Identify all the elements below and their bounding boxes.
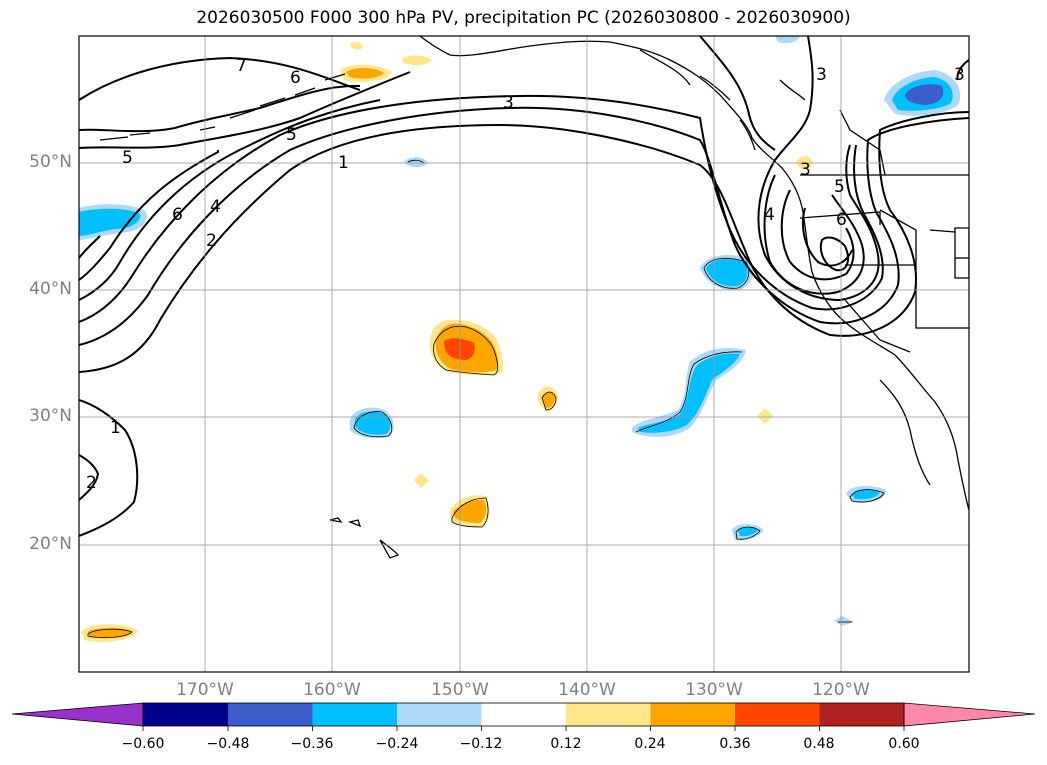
colorbar <box>11 702 1036 731</box>
contour-label: 2 <box>206 231 217 251</box>
lat-label-40n: 40°N <box>29 279 72 299</box>
contour-label: 4 <box>764 205 775 225</box>
pv-contour-labels: 7 6 5 5 6 4 2 3 1 1 2 3 3 5 4 6 3 <box>86 56 965 493</box>
colorbar-tick-label: −0.60 <box>121 736 165 752</box>
colorbar-extend-high <box>903 702 1036 727</box>
figure-title: 2026030500 F000 300 hPa PV, precipitatio… <box>196 8 851 28</box>
contour-label: 5 <box>834 177 845 197</box>
precip-negative-area <box>404 157 428 168</box>
contour-label: 3 <box>954 65 965 85</box>
precip-positive-area <box>453 499 487 523</box>
colorbar-bin <box>819 703 904 726</box>
colorbar-extend-low <box>11 702 144 727</box>
contour-label: 2 <box>86 473 97 493</box>
gridlines <box>79 36 969 672</box>
colorbar-bin <box>735 703 820 726</box>
precip-negative-area <box>775 36 800 44</box>
contour-label: 1 <box>110 418 121 438</box>
map-background <box>79 36 969 672</box>
lon-label-170w: 170°W <box>176 680 234 700</box>
colorbar-bin <box>312 703 397 726</box>
contour-label: 3 <box>503 93 514 113</box>
precip-negative-area <box>834 616 854 626</box>
colorbar-tick-label: −0.36 <box>290 736 334 752</box>
contour-label: 1 <box>338 153 349 173</box>
colorbar-bin <box>228 703 313 726</box>
contour-label: 3 <box>800 160 811 180</box>
contour-label: 6 <box>172 205 183 225</box>
colorbar-bin <box>650 703 735 726</box>
pv-contours <box>79 36 969 537</box>
contour-label: 6 <box>290 68 301 88</box>
contour-label: 7 <box>236 56 247 76</box>
colorbar-tick-label: −0.48 <box>206 736 250 752</box>
precip-positive-area <box>542 391 555 408</box>
precip-positive-area <box>346 67 384 79</box>
colorbar-bin <box>143 703 228 726</box>
lat-label-30n: 30°N <box>29 406 72 426</box>
precip-negative-area <box>905 84 944 105</box>
precip-positive-area <box>403 55 432 66</box>
lon-label-140w: 140°W <box>558 680 616 700</box>
lon-label-160w: 160°W <box>303 680 361 700</box>
contour-label: 5 <box>122 148 133 168</box>
contour-label: 3 <box>816 65 827 85</box>
contour-label: 4 <box>210 197 221 217</box>
colorbar-tick-label: 0.36 <box>719 736 751 752</box>
precip-positive-area <box>88 628 132 638</box>
colorbar-tick-label: −0.24 <box>375 736 419 752</box>
colorbar-bin <box>481 703 566 726</box>
lon-label-130w: 130°W <box>685 680 743 700</box>
precip-negative-area <box>738 527 758 537</box>
lon-label-150w: 150°W <box>431 680 489 700</box>
precip-negative-area <box>706 259 748 287</box>
precip-negative-area <box>79 208 141 236</box>
colorbar-tick-label: 0.48 <box>803 736 835 752</box>
map-frame <box>78 35 970 673</box>
lat-label-50n: 50°N <box>29 152 72 172</box>
colorbar-outline <box>142 702 905 727</box>
precip-positive-area <box>350 41 363 50</box>
precip-positive-area <box>414 473 429 488</box>
colorbar-tick-label: 0.60 <box>888 736 920 752</box>
precip-positive-area <box>444 338 475 360</box>
precip-outlines <box>87 159 885 639</box>
lat-label-20n: 20°N <box>29 534 72 554</box>
colorbar-tick-label: 0.12 <box>550 736 582 752</box>
lon-label-120w: 120°W <box>812 680 870 700</box>
colorbar-tick-label: 0.24 <box>634 736 666 752</box>
contour-label: 5 <box>286 125 297 145</box>
colorbar-tick-label: −0.12 <box>459 736 503 752</box>
contour-label: 6 <box>836 210 847 230</box>
precip-positive-area <box>757 408 773 424</box>
colorbar-bin <box>566 703 651 726</box>
colorbar-bin <box>397 703 482 726</box>
precip-negative-area <box>852 489 880 500</box>
